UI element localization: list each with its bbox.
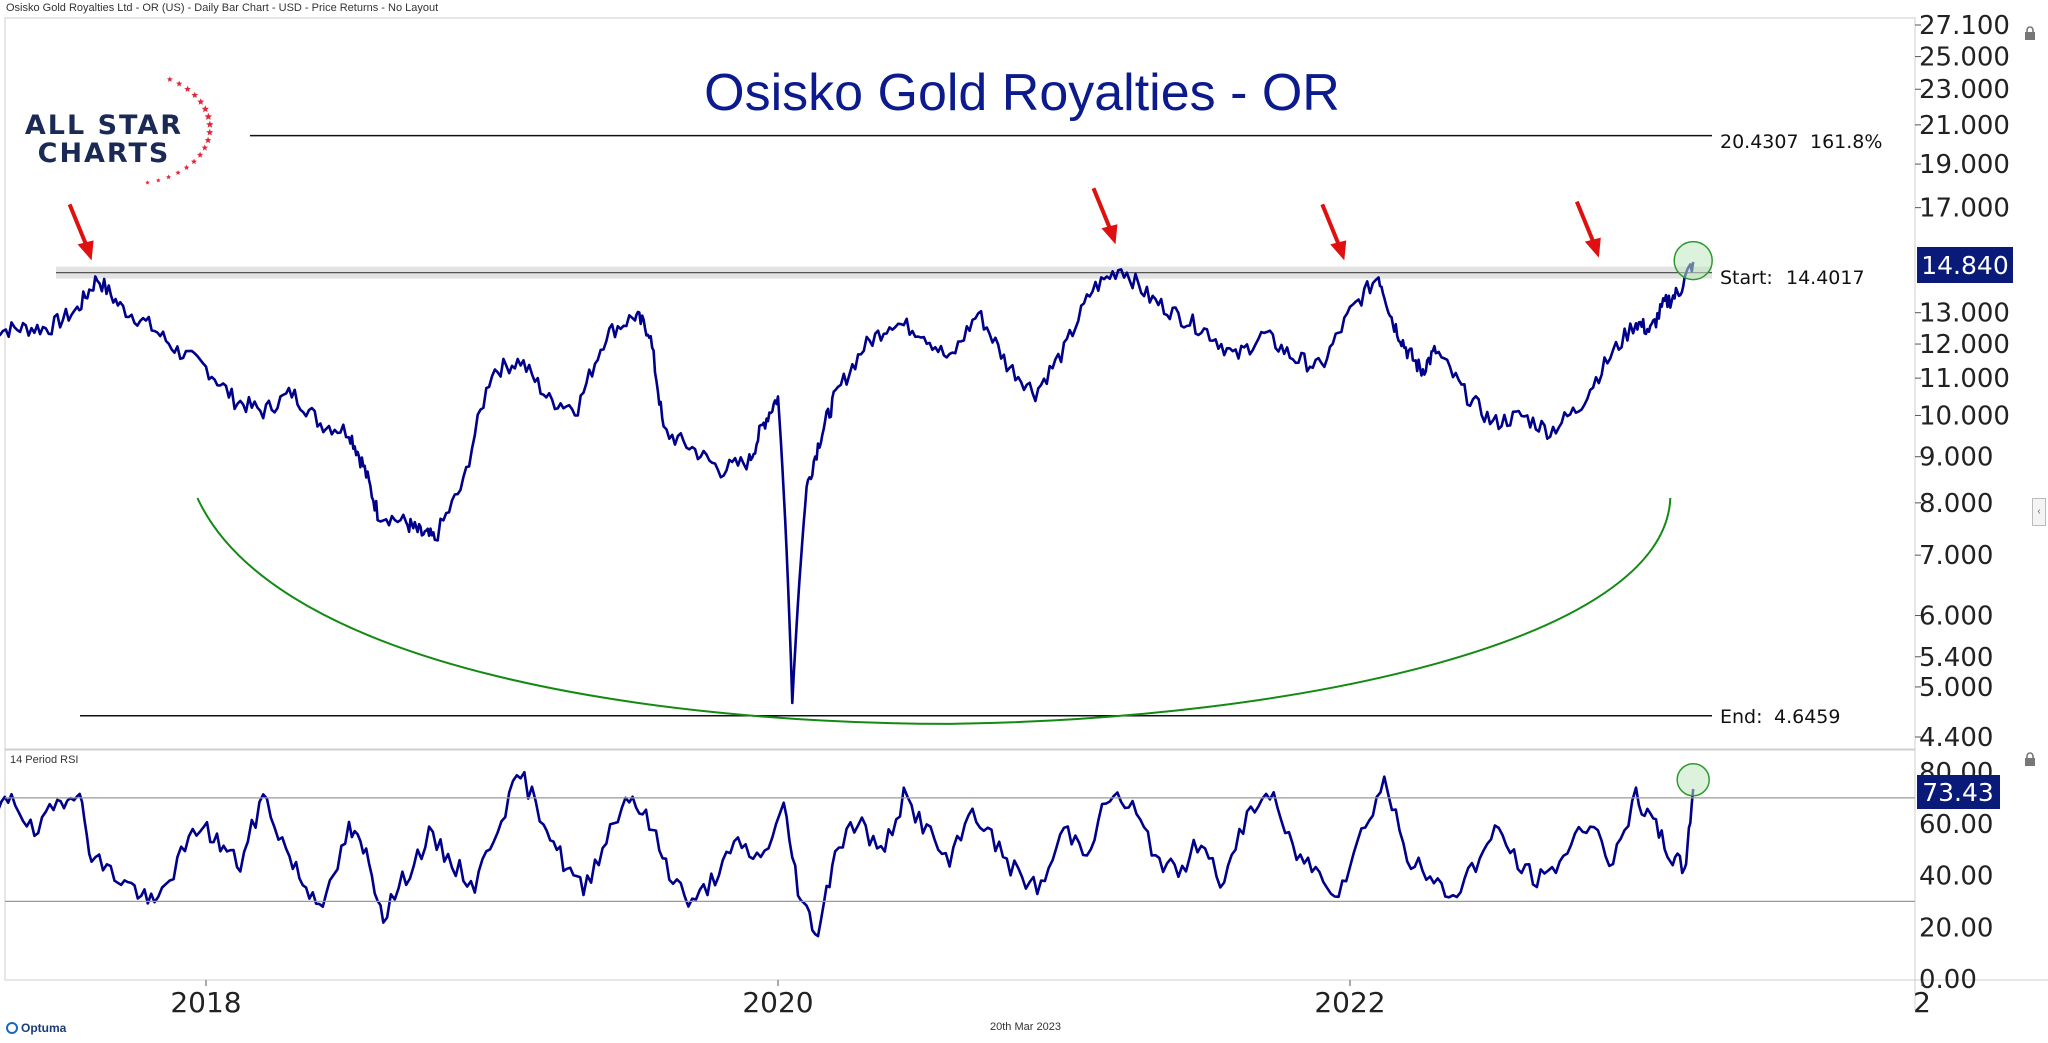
peak-arrow-shaft [67,203,90,250]
fib-end-label: End: [1720,706,1763,728]
fib-start-value: 14.4017 [1786,267,1865,289]
star-icon [197,151,204,158]
time-tick-label: 2 [1913,986,1931,1019]
footer-date: 20th Mar 2023 [990,1021,1061,1033]
lock-icon[interactable] [2024,26,2036,40]
rounding-bottom-arc-path[interactable] [196,497,1672,725]
star-icon [183,164,190,170]
peak-arrow-shaft [1091,187,1114,234]
peak-arrow-head [1330,240,1347,261]
price-tick-label: 5.000 [1919,673,1993,703]
chart-header: Osisko Gold Royalties Ltd - OR (US) - Da… [6,2,439,14]
price-tick-label: 10.000 [1919,401,2010,431]
star-icon [204,112,213,120]
price-panel-frame [4,17,1916,750]
rsi-tick-label: 60.00 [1919,810,1993,840]
price-series [0,240,1713,705]
rsi-tick-label: 20.00 [1919,913,1993,943]
price-tick-label: 8.000 [1919,489,1993,519]
star-icon [175,170,181,175]
optuma-brand: Optuma [6,1021,66,1035]
fibonacci-lines [56,134,1712,717]
price-tick-label: 19.000 [1919,150,2010,180]
chevron-left-icon[interactable]: ‹ [2032,498,2046,526]
logo-line2: CHARTS [38,138,171,169]
peak-arrow-head [1101,224,1118,245]
rsi-last-value: 73.43 [1922,778,1994,807]
breakout-circle [1673,240,1713,281]
rsi-panel-title: 14 Period RSI [10,754,78,766]
optuma-logo-icon [6,1022,18,1034]
peak-arrows [67,187,1601,261]
fib-top-value: 20.4307 [1720,131,1799,153]
price-tick-label: 5.400 [1919,643,1993,673]
price-tick-label: 4.400 [1919,723,1993,753]
star-icon [197,98,205,105]
peak-arrow-shaft [1320,203,1343,250]
price-tick-label: 23.000 [1919,75,2010,105]
price-tick-label: 17.000 [1919,194,2010,224]
fib-start-label: Start: [1720,267,1773,289]
time-tick-label: 2020 [742,986,813,1019]
optuma-brand-label: Optuma [21,1021,67,1035]
star-icon [166,76,173,82]
price-tick-label: 27.100 [1919,11,2010,41]
price-tick-label: 13.000 [1919,299,2010,329]
rsi-last-value-tag [1917,775,2000,809]
star-icon [156,177,161,183]
star-icon [191,158,197,165]
logo-stars [145,76,214,185]
star-icon [201,105,209,113]
fib-end-value: 4.6459 [1774,706,1840,728]
lock-icon[interactable] [2024,752,2036,766]
price-tick-label: 21.000 [1919,111,2010,141]
star-icon [206,120,214,128]
price-line[interactable] [0,261,1695,705]
peak-arrow-shaft [1574,200,1597,247]
rsi-series [0,763,1710,938]
fib-top-ratio: 161.8% [1810,131,1882,153]
all-star-charts-logo: ALL STAR CHARTS [25,76,214,185]
price-last-value-tag [1917,247,2013,283]
star-icon [166,174,172,180]
price-last-value: 14.840 [1921,251,2008,280]
time-axis: 2018 2020 2022 2 [170,980,1931,1019]
chart-title: Osisko Gold Royalties - OR [704,64,1340,122]
star-icon [184,85,191,92]
rsi-tick-label: 40.00 [1919,862,1993,892]
price-tick-label: 11.000 [1919,364,2010,394]
star-icon [206,128,214,136]
time-tick-label: 2022 [1314,986,1385,1019]
rsi-line[interactable] [0,770,1695,938]
price-tick-label: 12.000 [1919,330,2010,360]
peak-arrow-head [77,240,94,261]
price-tick-label: 25.000 [1919,43,2010,73]
price-tick-label: 9.000 [1919,443,1993,473]
price-tick-label: 7.000 [1919,541,1993,571]
logo-line1: ALL STAR [25,110,183,141]
rsi-breakout-circle [1676,763,1710,797]
star-icon [145,180,150,185]
rounding-bottom-arc [196,497,1672,725]
peak-arrow-head [1584,237,1601,258]
price-tick-label: 6.000 [1919,602,1993,632]
star-icon [191,91,199,98]
time-tick-label: 2018 [170,986,241,1019]
star-icon [176,80,183,87]
star-icon [201,144,209,151]
star-icon [204,136,212,144]
rsi-tick-label: 0.00 [1919,965,1977,995]
